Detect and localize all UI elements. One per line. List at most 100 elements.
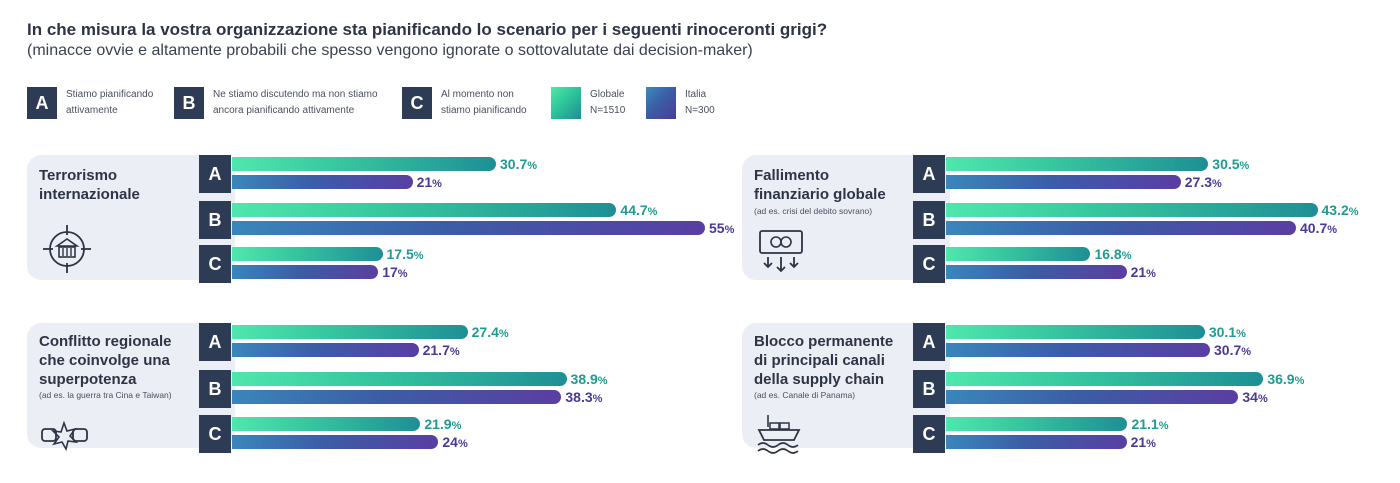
value-number: 40.7 xyxy=(1300,220,1328,236)
bar-globale-b xyxy=(232,203,617,217)
bar-italia-c xyxy=(232,435,439,449)
percent-sign: % xyxy=(597,375,608,387)
category-box-c: C xyxy=(199,245,231,283)
fists-clash-icon xyxy=(41,420,88,452)
legend-key-b: B xyxy=(174,87,204,119)
percent-sign: % xyxy=(724,224,735,236)
legend-label-italia: Italia N=300 xyxy=(685,89,715,116)
value-number: 21 xyxy=(416,174,433,190)
bar-italia-c xyxy=(946,435,1127,449)
value-number: 21.7 xyxy=(422,342,450,358)
value-label-italia-c: 21% xyxy=(1131,265,1156,281)
bar-globale-b xyxy=(946,372,1264,386)
value-label-italia-b: 38.3% xyxy=(565,390,602,406)
money-down-icon xyxy=(759,230,803,273)
chart-subtitle: (minacce ovvie e altamente probabili che… xyxy=(27,42,753,59)
bar-italia-b xyxy=(946,221,1297,235)
bar-globale-c xyxy=(946,417,1128,431)
value-number: 30.7 xyxy=(1214,342,1242,358)
legend-swatch-globale xyxy=(551,87,581,119)
category-box-c: C xyxy=(199,415,231,453)
legend-label-c: Al momento non stiamo pianificando xyxy=(441,89,527,116)
percent-sign: % xyxy=(527,160,538,172)
value-number: 55 xyxy=(709,220,725,236)
percent-sign: % xyxy=(592,393,603,405)
chart-panel-title: Fallimento finanziario globale xyxy=(754,167,886,203)
category-box-a: A xyxy=(199,323,231,361)
value-number: 36.9 xyxy=(1267,371,1295,387)
bar-globale-c xyxy=(232,417,421,431)
legend-item-a: A Stiamo pianificando attivamente xyxy=(27,87,153,119)
category-box-b: B xyxy=(913,201,945,239)
chart-panel-title: Blocco permanente di principali canali d… xyxy=(754,333,894,388)
target-building-icon xyxy=(43,225,91,273)
value-label-italia-b: 40.7% xyxy=(1300,221,1337,237)
value-number: 21 xyxy=(1130,434,1147,450)
percent-sign: % xyxy=(1294,375,1305,387)
percent-sign: % xyxy=(647,206,658,218)
value-label-globale-b: 38.9% xyxy=(571,372,608,388)
percent-sign: % xyxy=(1212,178,1222,190)
bar-italia-a xyxy=(232,343,419,357)
chart-title: In che misura la vostra organizzazione s… xyxy=(27,20,828,39)
percent-sign: % xyxy=(397,268,408,280)
value-number: 16.8 xyxy=(1094,246,1122,262)
value-number: 43.2 xyxy=(1321,202,1349,218)
bar-italia-c xyxy=(232,265,379,279)
value-label-globale-b: 44.7% xyxy=(620,203,657,219)
value-number: 30.7 xyxy=(500,156,528,172)
value-label-globale-a: 30.7% xyxy=(500,157,537,173)
value-label-globale-a: 27.4% xyxy=(472,325,509,341)
percent-sign: % xyxy=(1121,250,1132,262)
legend-key-a: A xyxy=(27,87,57,119)
value-number: 38.3 xyxy=(565,389,593,405)
value-number: 21 xyxy=(1130,264,1147,280)
legend-item-b: B Ne stiamo discutendo ma non stiamo anc… xyxy=(174,87,378,119)
legend-item-c: C Al momento non stiamo pianificando xyxy=(402,87,527,119)
value-number: 27.3 xyxy=(1184,174,1213,190)
cargo-ship-icon xyxy=(757,415,801,454)
bar-globale-a xyxy=(232,325,468,339)
category-box-a: A xyxy=(913,155,945,193)
bar-italia-a xyxy=(232,175,413,189)
percent-sign: % xyxy=(457,438,468,450)
bar-italia-a xyxy=(946,175,1181,189)
percent-sign: % xyxy=(1236,328,1246,340)
value-label-globale-c: 21.1% xyxy=(1131,417,1168,433)
category-box-b: B xyxy=(199,370,231,408)
value-label-italia-b: 34% xyxy=(1242,390,1267,406)
value-number: 30.5 xyxy=(1212,156,1240,172)
chart-panel-title: Terrorismo internazionale xyxy=(39,167,140,203)
percent-sign: % xyxy=(413,250,424,262)
bar-italia-c xyxy=(946,265,1127,279)
legend-item-italia: Italia N=300 xyxy=(646,87,715,119)
category-box-c: C xyxy=(913,415,945,453)
chart-panel-note: (ad es. crisi del debito sovrano) xyxy=(754,206,873,216)
value-number: 17 xyxy=(382,264,398,280)
chart-panel-title: Conflitto regionale che coinvolge una su… xyxy=(39,333,172,388)
legend-swatch-italia xyxy=(646,87,676,119)
value-label-italia-b: 55% xyxy=(709,221,734,237)
bar-globale-c xyxy=(232,247,383,261)
bar-italia-a xyxy=(946,343,1211,357)
legend-label-a: Stiamo pianificando attivamente xyxy=(66,89,154,116)
percent-sign: % xyxy=(1348,206,1359,218)
value-label-italia-c: 17% xyxy=(382,265,407,281)
bar-globale-a xyxy=(232,157,497,171)
value-number: 30.1 xyxy=(1208,324,1237,340)
percent-sign: % xyxy=(1158,420,1169,432)
percent-sign: % xyxy=(1327,224,1338,236)
value-number: 38.9 xyxy=(570,371,598,387)
legend-label-globale: Globale N=1510 xyxy=(590,89,626,116)
bar-globale-a xyxy=(946,325,1205,339)
bar-globale-c xyxy=(946,247,1091,261)
bar-italia-b xyxy=(232,390,562,404)
value-label-globale-c: 21.9% xyxy=(424,417,461,433)
value-label-italia-a: 21.7% xyxy=(423,343,460,359)
chart-panel-note: (ad es. la guerra tra Cina e Taiwan) xyxy=(39,390,172,400)
category-box-a: A xyxy=(199,155,231,193)
value-number: 21.1 xyxy=(1131,416,1159,432)
percent-sign: % xyxy=(1257,393,1268,405)
value-label-italia-c: 21% xyxy=(1131,435,1156,451)
value-label-globale-c: 16.8% xyxy=(1094,247,1131,263)
